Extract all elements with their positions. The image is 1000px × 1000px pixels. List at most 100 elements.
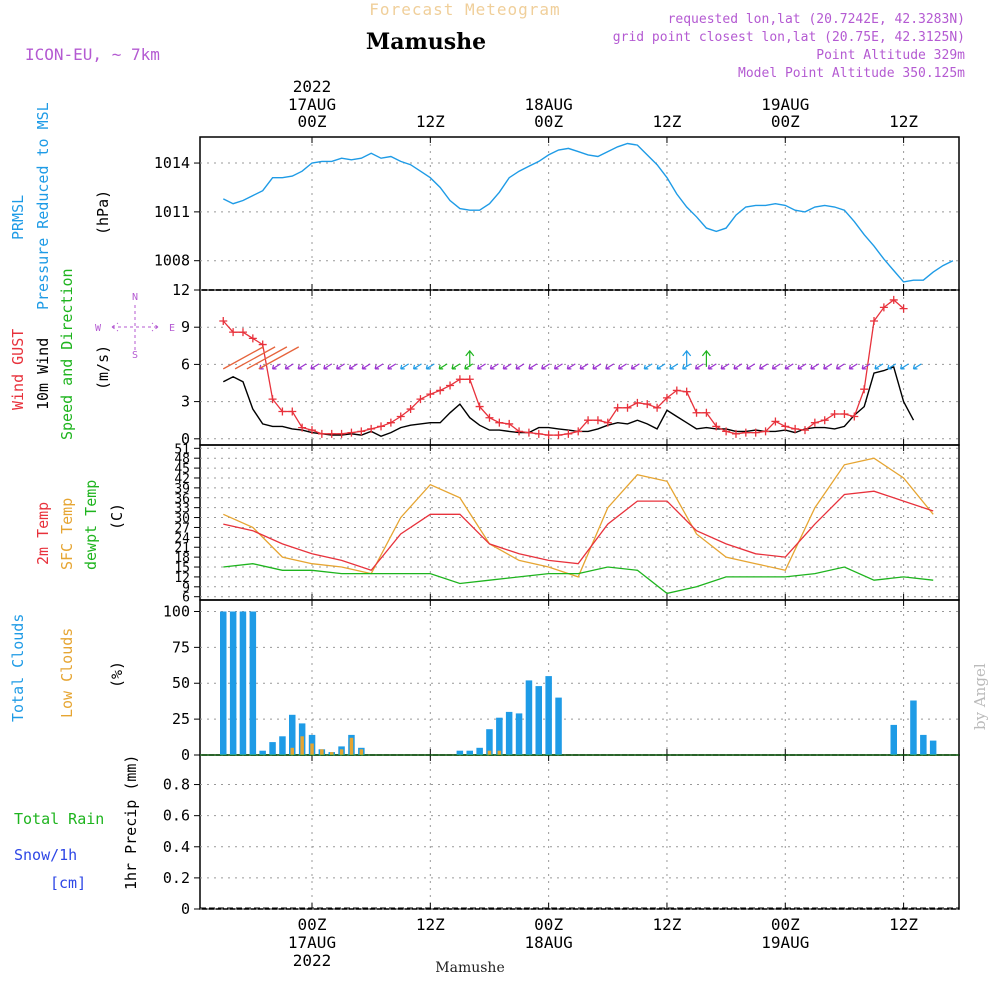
wind-direction-arrow	[887, 363, 897, 370]
gust-marker	[367, 424, 376, 433]
grid-point-coords: grid point closest lon,lat (20.75E, 42.3…	[613, 30, 965, 45]
top-date-label: 19AUG	[761, 95, 809, 114]
total-cloud-bar	[466, 750, 473, 755]
wind-direction-arrow	[720, 363, 730, 370]
y-tick-label: 6	[182, 591, 190, 606]
gust-marker	[465, 375, 474, 384]
y-tick-label: 15	[174, 561, 190, 576]
wind-direction-arrow	[271, 363, 281, 370]
wind-direction-arrow	[528, 363, 538, 370]
gust-marker	[682, 387, 691, 396]
wind-direction-arrow	[900, 363, 909, 370]
wind-direction-arrow	[707, 363, 717, 370]
pressure-label-1: PRMSL	[9, 195, 27, 240]
compass-s: S	[132, 350, 138, 361]
y-tick-label: 1014	[154, 154, 190, 172]
y-tick-label: 1008	[154, 252, 190, 270]
pressure-unit: (hPa)	[94, 190, 112, 235]
top-date-label: 17AUG	[288, 95, 336, 114]
gust-marker	[643, 400, 652, 409]
wind-direction-arrow	[810, 363, 820, 370]
y-tick-label: 24	[174, 531, 190, 546]
gust-marker	[830, 410, 839, 418]
gust-marker	[781, 422, 790, 431]
wind-direction-arrow	[861, 363, 871, 370]
wind-direction-arrow	[477, 363, 486, 370]
gust-marker	[692, 408, 701, 417]
wind-direction-arrow	[336, 363, 345, 370]
wind-direction-arrow	[669, 363, 679, 370]
gust-marker	[603, 418, 612, 427]
pressure-line	[222, 142, 954, 283]
wind-direction-arrow	[464, 363, 474, 370]
wind-direction-arrow	[912, 363, 922, 370]
wind-direction-arrow	[515, 363, 525, 370]
wind-direction-arrow	[746, 363, 756, 370]
panel-4	[199, 754, 960, 910]
panel-0	[199, 136, 960, 291]
gust-marker	[741, 428, 750, 437]
gust-marker	[475, 402, 484, 411]
gust-marker	[219, 317, 228, 325]
gust-marker	[820, 416, 829, 425]
wind-gust-label: Wind GUST	[9, 329, 27, 410]
y-tick-label: 0.2	[163, 869, 190, 887]
gust-marker	[357, 427, 366, 436]
y-tick-label: 27	[174, 521, 190, 536]
gust-marker	[436, 386, 445, 395]
wind-direction-arrow	[848, 363, 858, 370]
total-cloud-bar	[456, 750, 464, 755]
wind-direction-arrow	[823, 363, 833, 370]
wind-direction-arrow	[284, 363, 294, 370]
point-altitude: Point Altitude 329m	[816, 48, 965, 63]
total-clouds-label: Total Clouds	[9, 614, 27, 722]
model-altitude: Model Point Altitude 350.125m	[738, 66, 965, 81]
gust-marker	[485, 413, 494, 422]
gust-marker	[613, 403, 622, 412]
requested-coords: requested lon,lat (20.7242E, 42.3283N)	[668, 12, 965, 27]
wind-10m-label: 10m Wind	[34, 338, 52, 410]
gust-marker	[524, 428, 533, 437]
wind-direction-arrow	[694, 363, 704, 370]
wind-direction-arrow	[682, 349, 692, 367]
wind-direction-arrow	[771, 363, 781, 370]
model-label: ICON-EU, ~ 7km	[25, 45, 160, 64]
low-cloud-bar	[487, 750, 492, 755]
top-tick-label: 00Z	[771, 112, 800, 131]
wind-direction-arrow	[438, 363, 448, 370]
precip-unit: 1hr Precip (mm)	[122, 755, 140, 890]
gust-marker	[554, 431, 563, 440]
gust-marker	[889, 295, 898, 304]
gust-marker	[308, 426, 316, 435]
gust-marker	[337, 429, 346, 438]
y-tick-label: 36	[174, 492, 190, 507]
gust-marker	[662, 393, 671, 402]
gust-marker	[731, 429, 740, 438]
cm-label: [cm]	[50, 874, 86, 892]
dewpt-label: dewpt Temp	[82, 480, 100, 570]
wind-direction-arrow	[630, 363, 640, 370]
sfc-temp-line	[223, 457, 934, 578]
wind-direction-arrow	[541, 363, 551, 370]
gust-marker	[327, 429, 336, 438]
wind-direction-arrow	[258, 346, 300, 370]
bottom-tick-label: 12Z	[416, 915, 445, 934]
gust-marker	[722, 427, 731, 436]
gust-marker	[298, 423, 307, 432]
wind-direction-arrow	[553, 363, 563, 370]
y-tick-label: 0	[181, 746, 190, 764]
wind-direction-arrow	[400, 363, 410, 370]
wind-direction-arrow	[412, 363, 422, 370]
gust-marker	[426, 390, 435, 399]
gust-marker	[317, 429, 326, 438]
y-tick-label: 30	[174, 512, 190, 527]
gust-marker	[406, 405, 415, 414]
gust-marker	[495, 418, 504, 427]
wind-direction-arrow	[656, 363, 666, 370]
y-tick-label: 0	[181, 900, 190, 918]
y-tick-label: 21	[174, 541, 190, 556]
panel-3	[199, 599, 960, 756]
wind-direction-arrow	[874, 363, 884, 370]
total-cloud-bar	[476, 747, 483, 755]
low-cloud-bar	[320, 749, 324, 755]
